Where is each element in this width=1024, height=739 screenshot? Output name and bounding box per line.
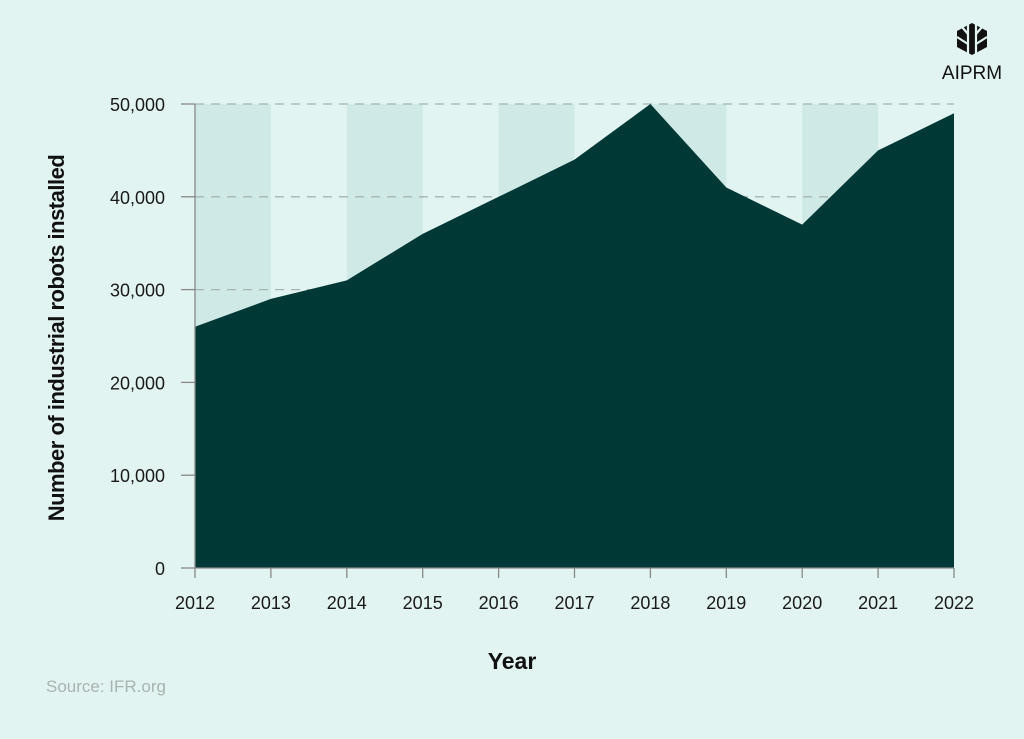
y-tick-label: 0 xyxy=(155,559,165,579)
x-tick-label: 2013 xyxy=(251,593,291,613)
x-tick-label: 2018 xyxy=(630,593,670,613)
x-tick-label: 2015 xyxy=(403,593,443,613)
logo-text: AIPRM xyxy=(941,63,1003,84)
y-tick-label: 20,000 xyxy=(110,373,165,393)
x-tick-label: 2020 xyxy=(782,593,822,613)
x-tick-label: 2014 xyxy=(327,593,367,613)
x-tick-label: 2016 xyxy=(479,593,519,613)
y-tick-label: 30,000 xyxy=(110,281,165,301)
x-tick-label: 2017 xyxy=(554,593,594,613)
x-tick-label: 2019 xyxy=(706,593,746,613)
aiprm-logo: AIPRM xyxy=(936,22,1008,85)
y-axis-label: Number of industrial robots installed xyxy=(44,154,69,522)
y-tick-label: 40,000 xyxy=(110,188,165,208)
aiprm-logo-icon xyxy=(956,23,988,55)
x-axis-label: Year xyxy=(487,648,537,674)
y-tick-label: 50,000 xyxy=(110,95,165,115)
area-series xyxy=(195,104,954,568)
x-tick-label: 2022 xyxy=(934,593,974,613)
source-note: Source: IFR.org xyxy=(46,677,166,696)
x-tick-label: 2021 xyxy=(858,593,898,613)
x-tick-label: 2012 xyxy=(175,593,215,613)
y-tick-label: 10,000 xyxy=(110,466,165,486)
